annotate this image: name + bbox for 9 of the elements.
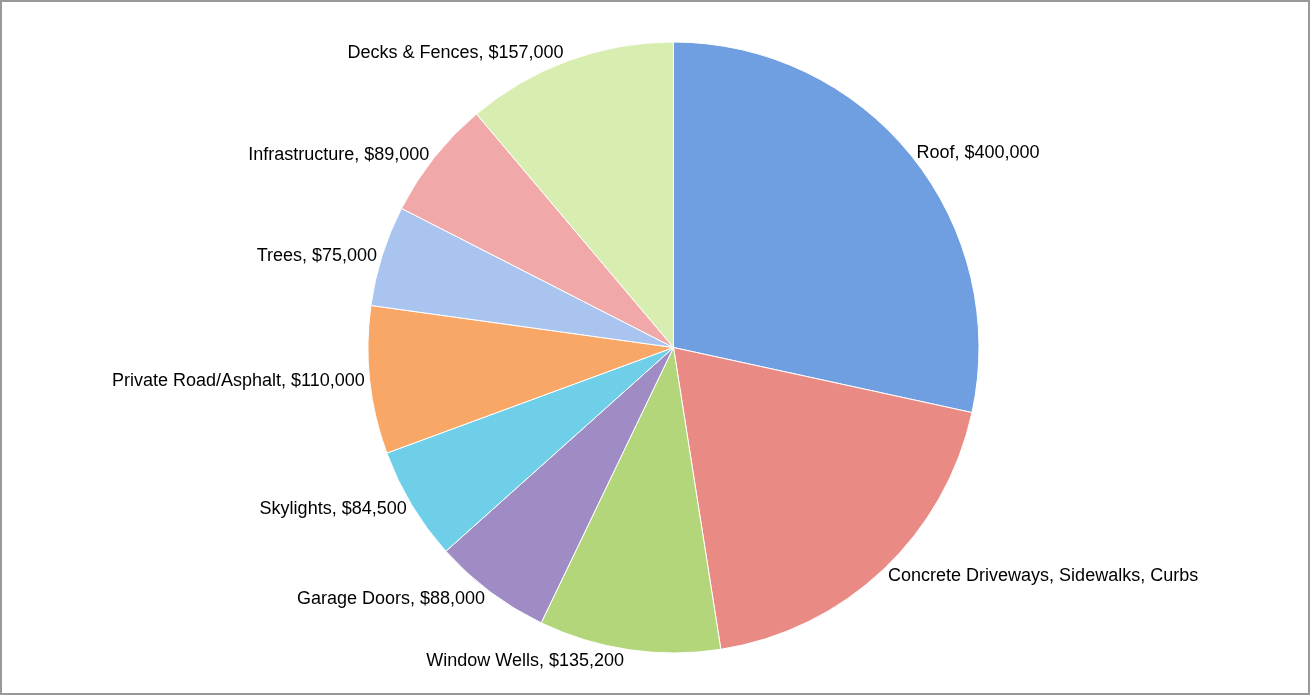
slice-label: Skylights, $84,500	[259, 497, 407, 518]
slice-label: Trees, $75,000	[256, 244, 378, 265]
slice-label: Decks & Fences, $157,000	[347, 41, 564, 62]
slice-label: Roof, $400,000	[916, 141, 1040, 162]
slice-label: Private Road/Asphalt, $110,000	[111, 370, 365, 391]
slice-label: Garage Doors, $88,000	[296, 588, 486, 609]
slice-label: Infrastructure, $89,000	[248, 143, 430, 164]
slice-label: Window Wells, $135,200	[426, 649, 624, 670]
slice-label: Concrete Driveways, Sidewalks, Curbs	[888, 565, 1199, 586]
